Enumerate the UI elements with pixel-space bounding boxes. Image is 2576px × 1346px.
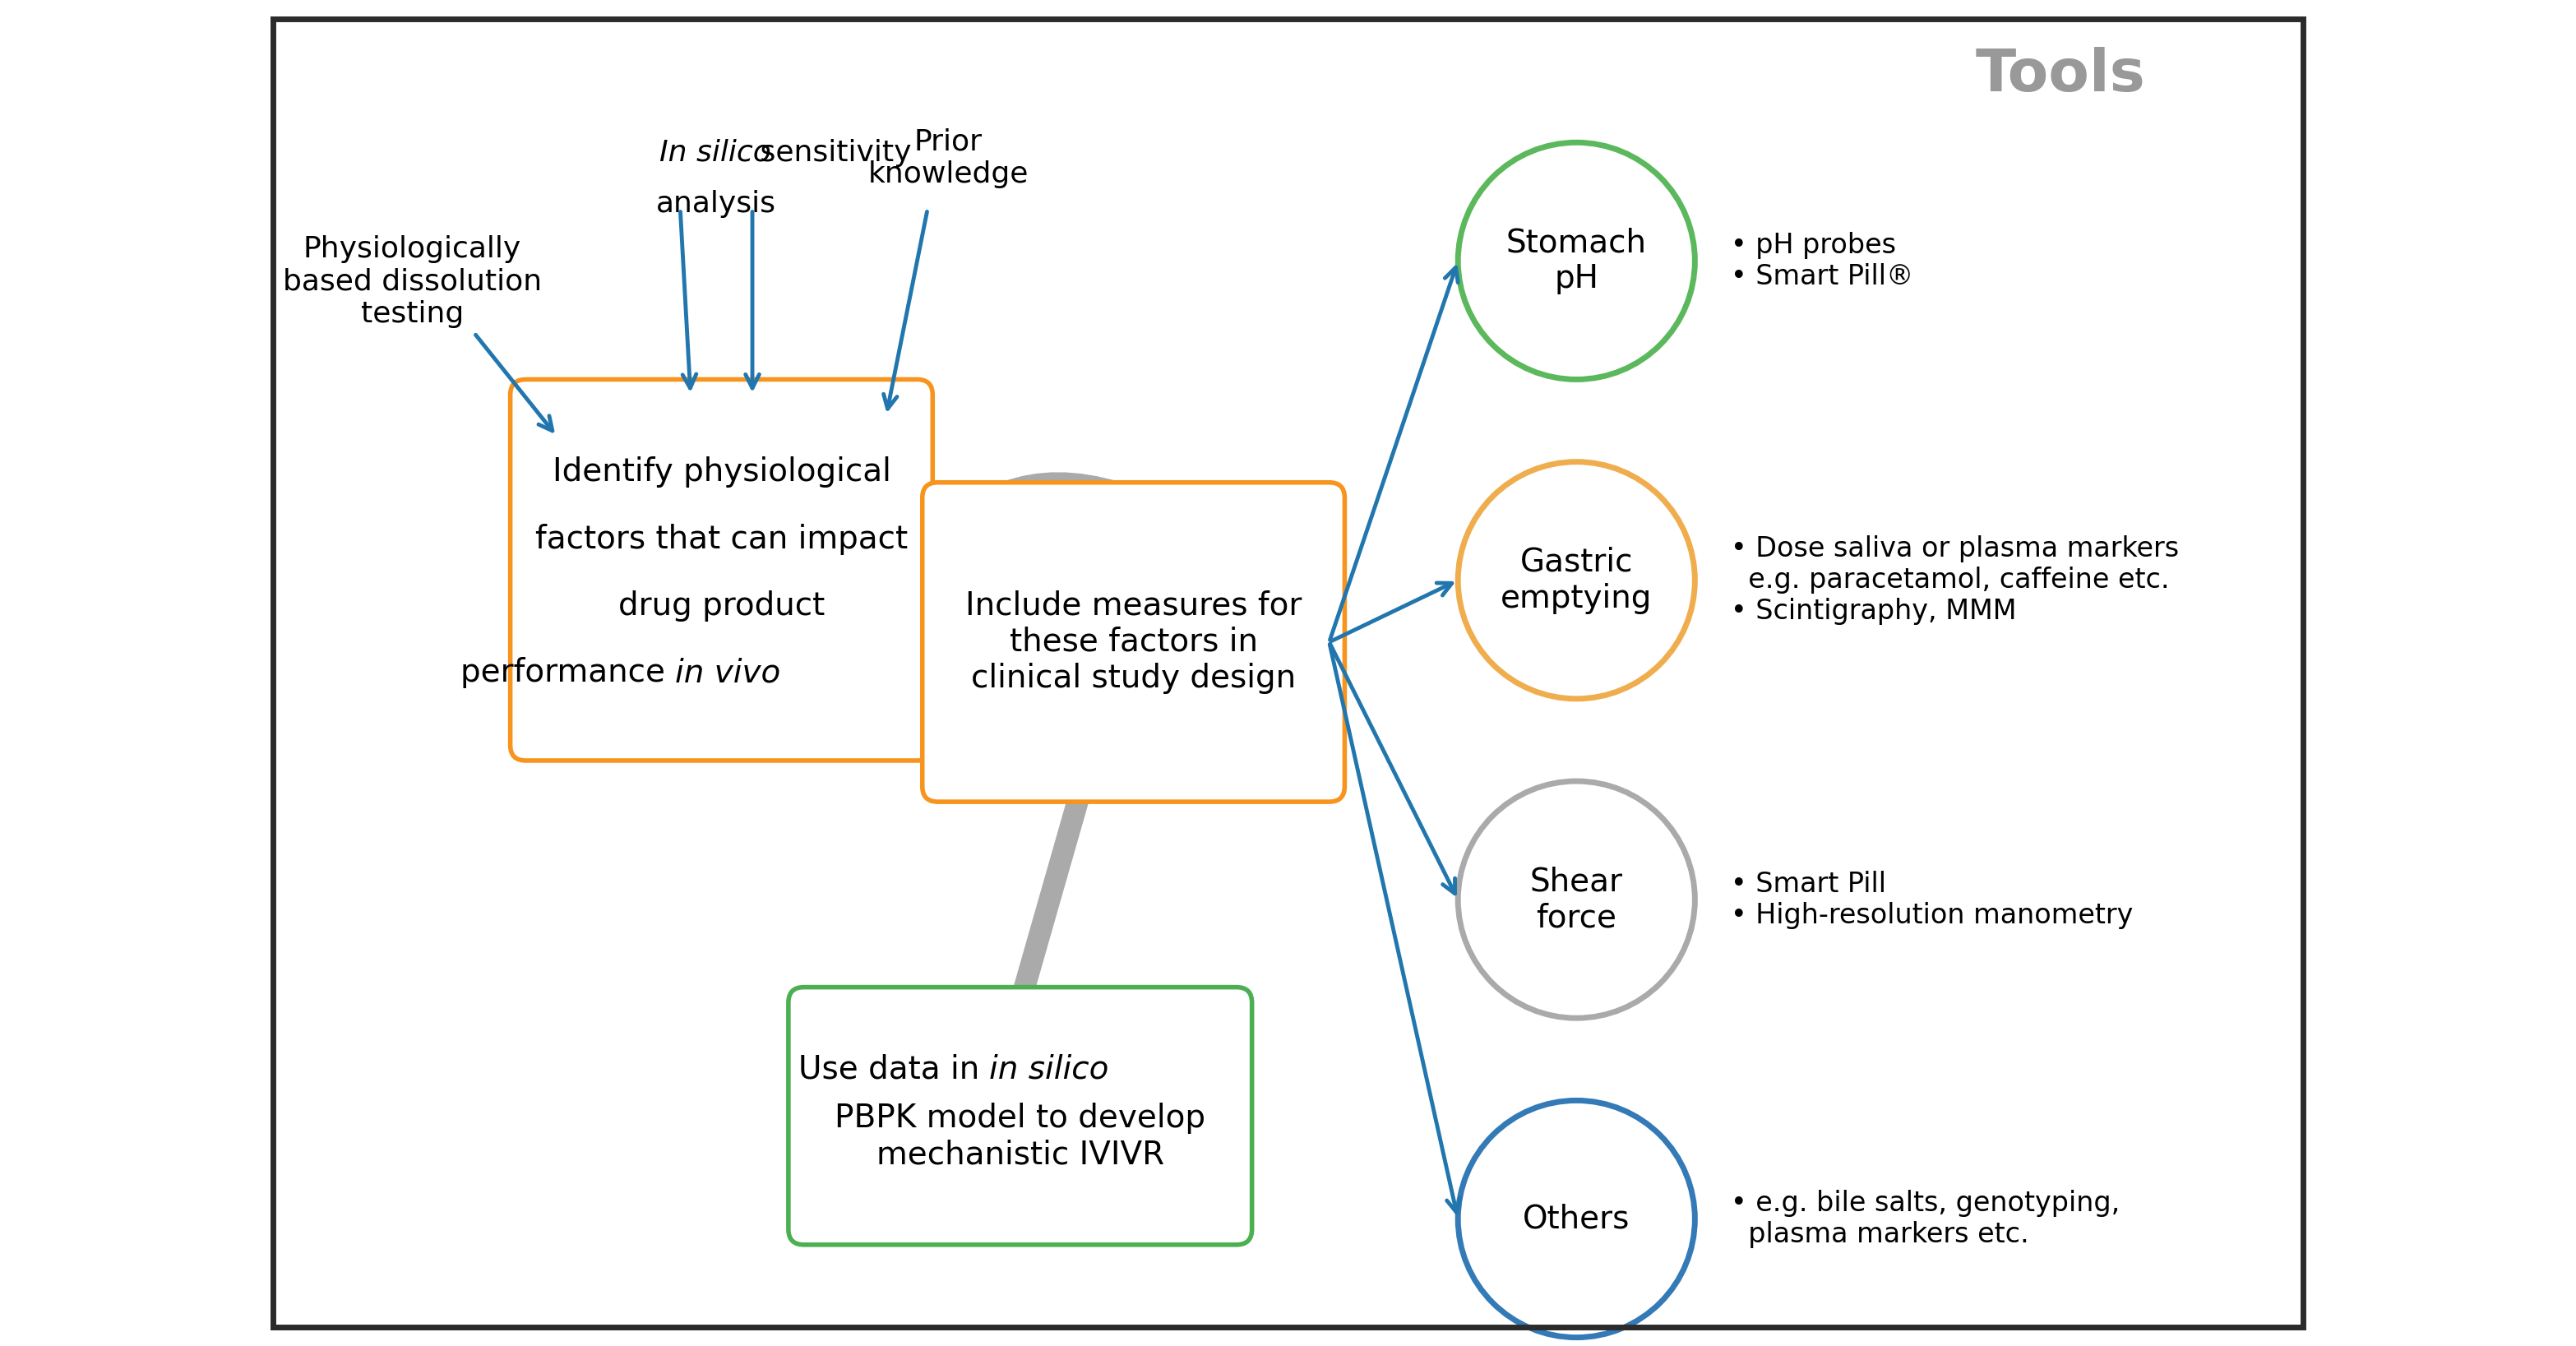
Text: Physiologically
based dissolution
testing: Physiologically based dissolution testin…: [283, 236, 541, 328]
FancyArrowPatch shape: [1015, 786, 1092, 1000]
Text: in vivo: in vivo: [675, 657, 781, 689]
Text: sensitivity: sensitivity: [750, 139, 912, 167]
Text: PBPK model to develop
mechanistic IVIVR: PBPK model to develop mechanistic IVIVR: [835, 1102, 1206, 1170]
Text: • Smart Pill
• High-resolution manometry: • Smart Pill • High-resolution manometry: [1731, 871, 2133, 929]
Text: • pH probes
• Smart Pill®: • pH probes • Smart Pill®: [1731, 232, 1914, 291]
Text: drug product: drug product: [618, 591, 824, 622]
FancyBboxPatch shape: [510, 380, 933, 760]
Text: • Dose saliva or plasma markers
  e.g. paracetamol, caffeine etc.
• Scintigraphy: • Dose saliva or plasma markers e.g. par…: [1731, 536, 2179, 626]
Text: Others: Others: [1522, 1203, 1631, 1234]
Text: Use data in: Use data in: [799, 1054, 989, 1085]
Text: Shear
force: Shear force: [1530, 865, 1623, 933]
Text: In silico: In silico: [659, 139, 770, 167]
Text: Gastric
emptying: Gastric emptying: [1502, 546, 1651, 614]
Text: factors that can impact: factors that can impact: [536, 524, 907, 555]
Text: Identify physiological: Identify physiological: [551, 456, 891, 487]
Text: in silico: in silico: [989, 1054, 1108, 1085]
Text: • e.g. bile salts, genotyping,
  plasma markers etc.: • e.g. bile salts, genotyping, plasma ma…: [1731, 1190, 2120, 1248]
FancyBboxPatch shape: [788, 987, 1252, 1245]
Text: performance: performance: [461, 657, 675, 689]
FancyArrowPatch shape: [909, 472, 1131, 573]
Text: Stomach
pH: Stomach pH: [1507, 227, 1646, 295]
Text: Tools: Tools: [1976, 47, 2146, 104]
Text: analysis: analysis: [657, 190, 775, 218]
Text: Include measures for
these factors in
clinical study design: Include measures for these factors in cl…: [966, 591, 1301, 695]
Text: Prior
knowledge: Prior knowledge: [868, 128, 1028, 188]
FancyBboxPatch shape: [922, 482, 1345, 802]
